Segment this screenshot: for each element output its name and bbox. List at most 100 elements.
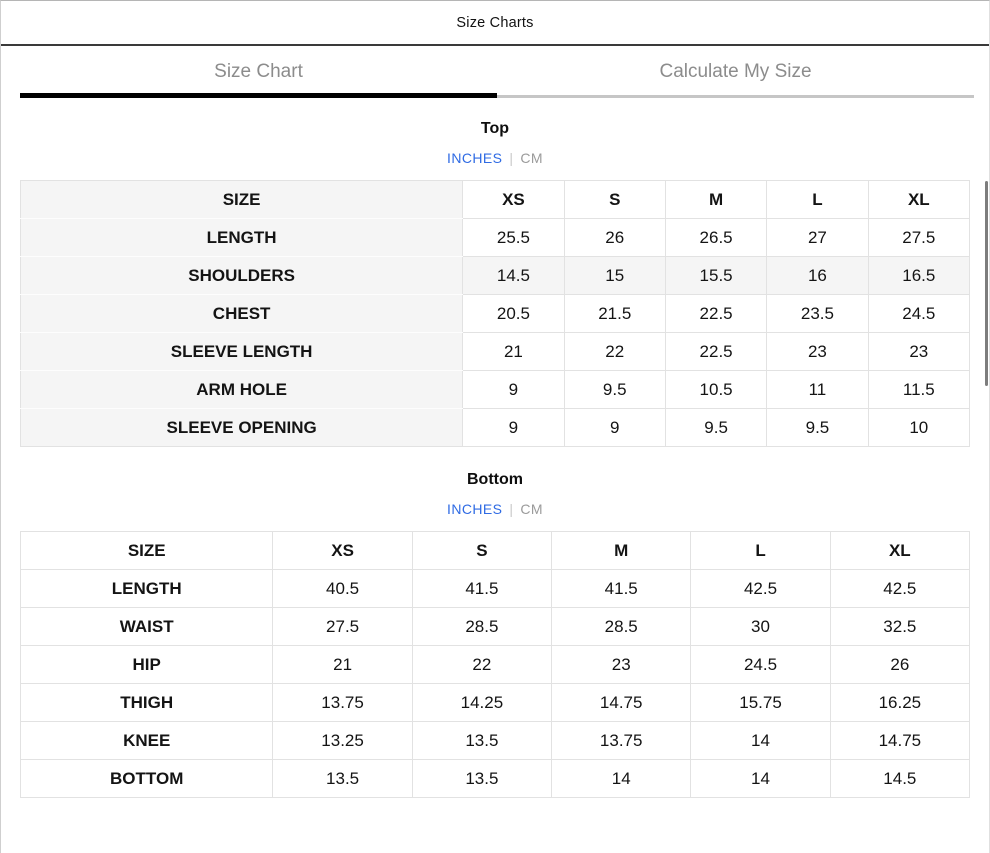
measurement-value-cell: 28.5	[411, 607, 553, 646]
measurement-value-cell: 9	[462, 408, 565, 447]
table-row: THIGH 13.75 14.25 14.75 15.75 16.25	[19, 683, 971, 722]
top-unit-toggle: INCHES | CM	[1, 150, 989, 166]
bottom-section-title: Bottom	[467, 471, 523, 488]
table-row: SHOULDERS 14.5 15 15.5 16 16.5	[19, 256, 971, 295]
close-icon[interactable]: ✕	[948, 1, 965, 6]
measurement-label-cell: LENGTH	[19, 218, 464, 257]
bottom-unit-cm-link[interactable]: CM	[520, 501, 543, 517]
table-row: KNEE 13.25 13.5 13.75 14 14.75	[19, 721, 971, 760]
size-header-cell: SIZE	[19, 180, 464, 219]
measurement-value-cell: 16.5	[867, 256, 971, 295]
measurement-value-cell: 10	[867, 408, 971, 447]
tab-calculate-my-size[interactable]: Calculate My Size	[497, 46, 974, 98]
measurement-value-cell: 14.5	[829, 759, 971, 798]
measurement-value-cell: 16.25	[829, 683, 971, 722]
table-row: BOTTOM 13.5 13.5 14 14 14.5	[19, 759, 971, 798]
measurement-value-cell: 25.5	[462, 218, 565, 257]
table-row: WAIST 27.5 28.5 28.5 30 32.5	[19, 607, 971, 646]
tab-bar: Size Chart Calculate My Size	[1, 46, 989, 98]
measurement-value-cell: 13.25	[272, 721, 413, 760]
measurement-value-cell: 9.5	[766, 408, 869, 447]
measurement-value-cell: 15.75	[690, 683, 831, 722]
measurement-value-cell: 23	[766, 332, 869, 371]
measurement-value-cell: 21	[272, 645, 413, 684]
measurement-label-cell: WAIST	[19, 607, 274, 646]
measurement-value-cell: 26	[563, 218, 666, 257]
measurement-label-cell: HIP	[19, 645, 274, 684]
measurement-value-cell: 14.75	[829, 721, 971, 760]
measurement-value-cell: 15.5	[664, 256, 768, 295]
measurement-value-cell: 22.5	[664, 294, 768, 333]
measurement-value-cell: 22.5	[664, 332, 768, 371]
measurement-value-cell: 21.5	[563, 294, 666, 333]
measurement-label-cell: KNEE	[19, 721, 274, 760]
measurement-value-cell: 11	[766, 370, 869, 409]
measurement-value-cell: 10.5	[664, 370, 768, 409]
size-column-header: XL	[867, 180, 971, 219]
measurement-value-cell: 20.5	[462, 294, 565, 333]
measurement-value-cell: 26	[829, 645, 971, 684]
size-column-header: S	[563, 180, 666, 219]
measurement-value-cell: 41.5	[551, 569, 692, 608]
measurement-value-cell: 27.5	[272, 607, 413, 646]
size-column-header: M	[551, 531, 692, 570]
measurement-label-cell: BOTTOM	[19, 759, 274, 798]
bottom-unit-toggle: INCHES | CM	[1, 501, 989, 517]
measurement-value-cell: 9	[563, 408, 666, 447]
measurement-value-cell: 15	[563, 256, 666, 295]
measurement-value-cell: 11.5	[867, 370, 971, 409]
table-row: LENGTH 25.5 26 26.5 27 27.5	[19, 218, 971, 257]
measurement-label-cell: CHEST	[19, 294, 464, 333]
size-column-header: XS	[272, 531, 413, 570]
tab-size-chart[interactable]: Size Chart	[20, 46, 497, 98]
measurement-value-cell: 14.25	[411, 683, 553, 722]
bottom-unit-inches-link[interactable]: INCHES	[447, 501, 503, 517]
measurement-value-cell: 13.5	[272, 759, 413, 798]
size-column-header: XS	[462, 180, 565, 219]
size-header-cell: SIZE	[19, 531, 274, 570]
top-unit-inches-link[interactable]: INCHES	[447, 150, 503, 166]
measurement-label-cell: SHOULDERS	[19, 256, 464, 295]
modal-header: Size Charts ✕	[1, 1, 989, 46]
measurement-value-cell: 13.75	[272, 683, 413, 722]
measurement-value-cell: 13.75	[551, 721, 692, 760]
measurement-value-cell: 16	[766, 256, 869, 295]
measurement-value-cell: 23	[551, 645, 692, 684]
size-column-header: L	[690, 531, 831, 570]
measurement-label-cell: SLEEVE LENGTH	[19, 332, 464, 371]
measurement-value-cell: 42.5	[829, 569, 971, 608]
measurement-value-cell: 40.5	[272, 569, 413, 608]
measurement-value-cell: 30	[690, 607, 831, 646]
measurement-value-cell: 24.5	[867, 294, 971, 333]
measurement-value-cell: 24.5	[690, 645, 831, 684]
measurement-value-cell: 14.5	[462, 256, 565, 295]
unit-separator: |	[509, 150, 514, 166]
table-row: SLEEVE LENGTH 21 22 22.5 23 23	[19, 332, 971, 371]
measurement-label-cell: THIGH	[19, 683, 274, 722]
top-unit-cm-link[interactable]: CM	[520, 150, 543, 166]
size-column-header: L	[766, 180, 869, 219]
measurement-value-cell: 9.5	[664, 408, 768, 447]
table-row: CHEST 20.5 21.5 22.5 23.5 24.5	[19, 294, 971, 333]
measurement-value-cell: 13.5	[411, 759, 553, 798]
scrollbar-thumb[interactable]	[985, 181, 988, 386]
measurement-value-cell: 9.5	[563, 370, 666, 409]
table-header-row: SIZE XS S M L XL	[19, 531, 971, 570]
top-section-title: Top	[480, 120, 510, 137]
measurement-label-cell: LENGTH	[19, 569, 274, 608]
measurement-label-cell: SLEEVE OPENING	[19, 408, 464, 447]
size-column-header: M	[664, 180, 768, 219]
measurement-label-cell: ARM HOLE	[19, 370, 464, 409]
measurement-value-cell: 42.5	[690, 569, 831, 608]
measurement-value-cell: 22	[411, 645, 553, 684]
modal-title: Size Charts	[456, 14, 534, 31]
measurement-value-cell: 13.5	[411, 721, 553, 760]
measurement-value-cell: 27.5	[867, 218, 971, 257]
unit-separator: |	[509, 501, 514, 517]
measurement-value-cell: 28.5	[551, 607, 692, 646]
measurement-value-cell: 14.75	[551, 683, 692, 722]
table-row: LENGTH 40.5 41.5 41.5 42.5 42.5	[19, 569, 971, 608]
bottom-size-table: SIZE XS S M L XL LENGTH 40.5 41.5 41.5 42.5 42.5 WAI…	[19, 531, 971, 798]
measurement-value-cell: 22	[563, 332, 666, 371]
measurement-value-cell: 9	[462, 370, 565, 409]
